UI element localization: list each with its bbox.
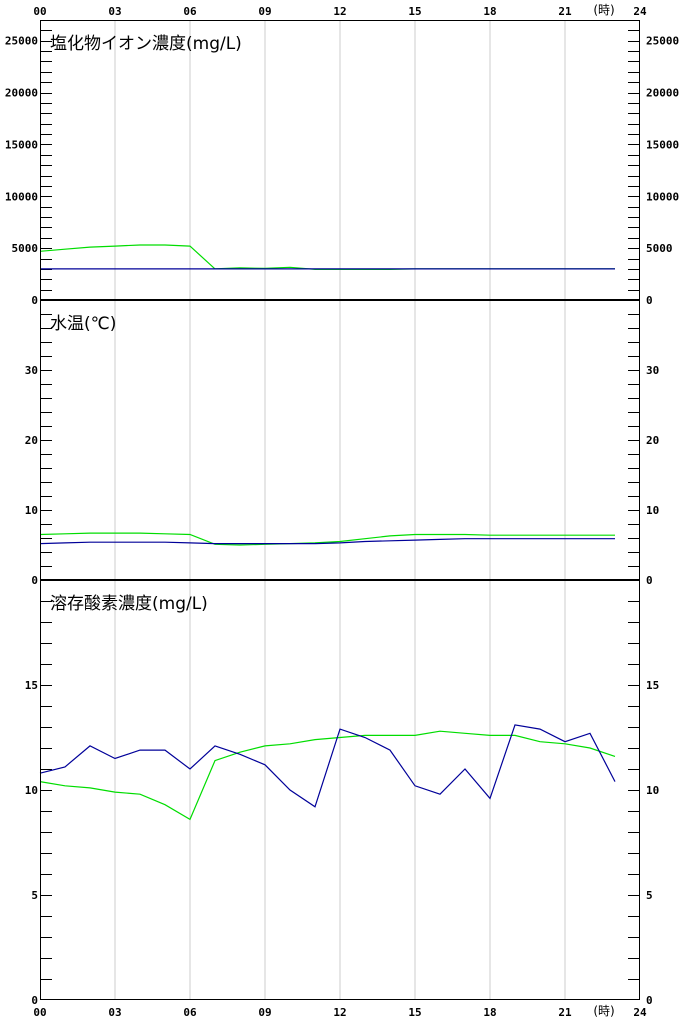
series-line-blue bbox=[39, 724, 616, 808]
x-unit-label-top: (時) bbox=[593, 3, 614, 17]
x-tick-label-top: 12 bbox=[333, 5, 346, 18]
y-tick-label-right: 20000 bbox=[646, 87, 679, 100]
x-tick-label-bottom: 00 bbox=[33, 1006, 46, 1019]
x-tick-label-top: 15 bbox=[408, 5, 421, 18]
x-tick-label-top: 09 bbox=[258, 5, 271, 18]
x-tick-label-bottom: 24 bbox=[633, 1006, 647, 1019]
series-line-green bbox=[39, 244, 615, 270]
series-line-green bbox=[39, 730, 616, 821]
y-tick-label-left: 20000 bbox=[5, 87, 38, 100]
panel-frame bbox=[40, 20, 640, 300]
panel-title: 水温(℃) bbox=[50, 314, 116, 334]
y-tick-label-left: 20 bbox=[25, 434, 38, 447]
y-tick-label-right: 0 bbox=[646, 294, 653, 307]
x-tick-label-top: 18 bbox=[483, 5, 496, 18]
panel-frame bbox=[40, 580, 640, 1000]
y-tick-label-left: 0 bbox=[31, 574, 38, 587]
panel-title: 溶存酸素濃度(mg/L) bbox=[50, 594, 208, 614]
panel-frame bbox=[40, 300, 640, 580]
x-tick-label-bottom: 21 bbox=[558, 1006, 572, 1019]
y-tick-label-left: 5 bbox=[31, 889, 38, 902]
y-tick-label-right: 20 bbox=[646, 434, 659, 447]
y-tick-label-left: 0 bbox=[31, 294, 38, 307]
y-tick-label-right: 25000 bbox=[646, 35, 679, 48]
y-tick-label-right: 10 bbox=[646, 784, 659, 797]
y-tick-label-left: 5000 bbox=[12, 242, 39, 255]
y-tick-label-right: 0 bbox=[646, 994, 653, 1007]
x-tick-label-top: 21 bbox=[558, 5, 572, 18]
y-tick-label-left: 0 bbox=[31, 994, 38, 1007]
y-tick-label-right: 30 bbox=[646, 364, 659, 377]
y-tick-label-left: 15 bbox=[25, 679, 38, 692]
y-tick-label-left: 15000 bbox=[5, 138, 38, 151]
x-tick-label-bottom: 12 bbox=[333, 1006, 346, 1019]
y-tick-label-right: 15 bbox=[646, 679, 659, 692]
y-tick-label-right: 10 bbox=[646, 504, 659, 517]
series-line-green bbox=[39, 532, 615, 546]
x-tick-label-top: 06 bbox=[183, 5, 197, 18]
tick-layer bbox=[40, 30, 640, 980]
y-tick-label-right: 10000 bbox=[646, 190, 679, 203]
y-tick-label-left: 30 bbox=[25, 364, 38, 377]
y-tick-label-right: 5000 bbox=[646, 242, 673, 255]
x-tick-label-top: 03 bbox=[108, 5, 121, 18]
x-tick-label-bottom: 18 bbox=[483, 1006, 496, 1019]
line-layer bbox=[39, 244, 616, 821]
x-tick-label-top: 24 bbox=[633, 5, 647, 18]
y-tick-label-left: 10000 bbox=[5, 190, 38, 203]
y-tick-label-left: 10 bbox=[25, 504, 38, 517]
series-line-blue bbox=[39, 538, 615, 545]
frame-layer bbox=[40, 20, 640, 1000]
y-tick-label-left: 10 bbox=[25, 784, 38, 797]
x-unit-label-bottom: (時) bbox=[593, 1004, 614, 1018]
panel-title: 塩化物イオン濃度(mg/L) bbox=[50, 34, 242, 54]
y-tick-label-left: 25000 bbox=[5, 35, 38, 48]
x-tick-label-bottom: 06 bbox=[183, 1006, 197, 1019]
y-tick-label-right: 15000 bbox=[646, 138, 679, 151]
grid-layer bbox=[114, 20, 566, 1000]
x-tick-label-top: 00 bbox=[33, 5, 46, 18]
y-tick-label-right: 0 bbox=[646, 574, 653, 587]
x-tick-label-bottom: 15 bbox=[408, 1006, 421, 1019]
x-tick-label-bottom: 09 bbox=[258, 1006, 271, 1019]
x-tick-label-bottom: 03 bbox=[108, 1006, 121, 1019]
y-tick-label-right: 5 bbox=[646, 889, 653, 902]
